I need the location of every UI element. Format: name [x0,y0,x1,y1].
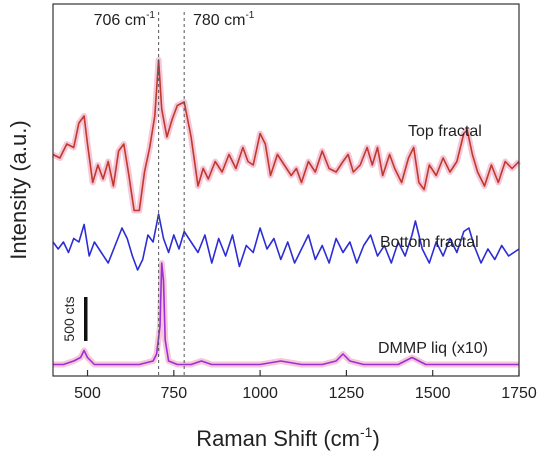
reference-label-706: 706 cm-1 [94,10,156,29]
scale-bar-label: 500 cts [61,296,77,341]
series-label-top-fractal: Top fractal [408,123,482,140]
series-layer [50,57,522,368]
x-tick-label-0: 500 [74,385,101,402]
x-tick-label-4: 1500 [415,385,451,402]
x-tick-label-5: 1750 [501,385,537,402]
series-label-dmmp-liq: DMMP liq (x10) [378,340,488,357]
reference-lines [158,12,185,376]
plot-frame [52,3,520,377]
x-tick-label-3: 1250 [329,385,365,402]
series-line-1 [52,213,520,271]
x-ticks: 500 750 1000 1250 1500 1750 [74,370,537,402]
scale-bar [84,297,88,341]
reference-label-780: 780 cm-1 [193,10,255,29]
series-label-bottom-fractal: Bottom fractal [380,234,479,251]
y-axis-label: Intensity (a.u.) [6,120,31,259]
x-tick-label-1: 750 [160,385,187,402]
x-tick-label-2: 1000 [242,385,278,402]
series-line-0 [52,59,520,212]
x-axis-label: Raman Shift (cm-1) [196,424,380,451]
series-line-2 [53,262,519,366]
